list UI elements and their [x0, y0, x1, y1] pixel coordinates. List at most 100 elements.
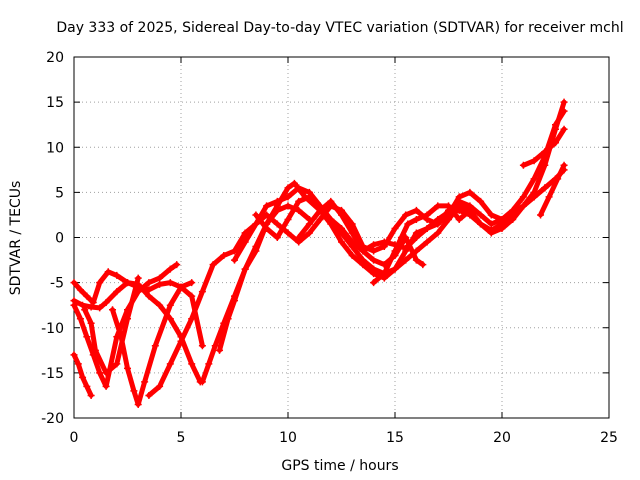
data-point	[412, 215, 420, 223]
data-point	[224, 315, 232, 323]
data-point	[241, 265, 249, 273]
data-point	[273, 234, 281, 241]
data-point	[348, 252, 356, 260]
data-point	[241, 229, 249, 237]
y-tick-label: 10	[46, 140, 64, 156]
data-point	[295, 234, 303, 241]
data-point	[380, 243, 388, 251]
data-point	[74, 360, 82, 368]
data-point	[359, 247, 367, 255]
data-point	[109, 306, 117, 314]
series-sat-f	[109, 279, 196, 408]
x-tick-label: 20	[493, 430, 511, 446]
data-point	[83, 382, 91, 390]
y-axis-label: SDTVAR / TECUs	[8, 181, 24, 296]
series-sat-o	[519, 125, 568, 169]
series-sat-c	[70, 279, 204, 386]
data-point	[141, 378, 149, 386]
data-point	[220, 252, 228, 260]
data-point	[412, 206, 420, 214]
data-point	[79, 373, 87, 381]
data-point	[241, 238, 249, 246]
data-point	[177, 337, 185, 345]
data-point	[541, 148, 549, 156]
data-point	[145, 391, 153, 399]
data-point	[338, 238, 345, 246]
data-point	[231, 256, 238, 264]
series-sat-l	[241, 107, 568, 255]
data-point	[552, 121, 559, 129]
data-point	[216, 346, 224, 354]
data-point	[455, 215, 463, 223]
data-point	[188, 315, 196, 323]
data-point	[295, 184, 303, 192]
series-group	[70, 98, 568, 408]
data-point	[402, 211, 410, 219]
data-point	[541, 184, 549, 192]
data-point	[87, 319, 95, 327]
data-point	[102, 369, 110, 377]
data-point	[83, 333, 91, 341]
data-point	[412, 256, 420, 264]
data-point	[519, 202, 527, 210]
data-point	[104, 268, 112, 276]
data-point	[87, 303, 95, 311]
data-point	[316, 215, 324, 223]
data-point	[284, 193, 292, 201]
data-point	[391, 224, 399, 232]
data-point	[76, 286, 84, 294]
data-point	[156, 280, 164, 288]
data-point	[76, 315, 84, 323]
data-point	[498, 224, 506, 232]
data-point	[79, 301, 87, 309]
data-point	[156, 274, 164, 282]
data-point	[70, 279, 78, 287]
data-point	[455, 193, 463, 201]
data-point	[102, 298, 110, 306]
series-sat-e	[81, 274, 142, 377]
data-point	[252, 243, 260, 251]
data-point	[380, 270, 388, 278]
series-line	[199, 203, 312, 385]
data-point	[487, 229, 495, 237]
series-line	[253, 185, 548, 281]
data-point	[509, 206, 517, 214]
series-sat-m	[295, 197, 427, 269]
data-point	[273, 220, 281, 228]
data-point	[124, 279, 131, 287]
data-point	[423, 211, 431, 219]
data-point	[545, 193, 553, 201]
data-point	[348, 229, 356, 237]
data-point	[102, 382, 110, 390]
data-point	[530, 193, 538, 201]
data-point	[117, 333, 125, 341]
data-point	[477, 211, 485, 219]
data-point	[554, 175, 562, 183]
data-point	[273, 197, 281, 205]
series-sat-b	[70, 351, 95, 399]
data-point	[166, 360, 174, 368]
data-point	[391, 265, 399, 273]
data-point	[477, 220, 485, 228]
data-point	[327, 197, 335, 205]
data-point	[519, 161, 527, 169]
data-point	[124, 315, 131, 323]
data-point	[434, 202, 442, 210]
axis-ticks: 0 5 10 15 20 25 -20 -15 -10 -5 0 5 10 15 20	[41, 50, 618, 446]
data-point	[284, 184, 292, 192]
data-point	[402, 256, 410, 264]
data-point	[70, 351, 78, 359]
data-point	[359, 261, 367, 269]
series-line	[217, 99, 567, 353]
data-point	[338, 211, 345, 219]
y-tick-label: 0	[55, 231, 64, 247]
data-point	[370, 241, 378, 249]
data-point	[209, 261, 217, 269]
data-point	[177, 283, 185, 291]
data-point	[231, 247, 238, 255]
x-tick-label: 25	[600, 430, 618, 446]
y-tick-label: -20	[41, 411, 64, 427]
x-tick-label: 0	[70, 430, 79, 446]
data-point	[537, 211, 545, 219]
